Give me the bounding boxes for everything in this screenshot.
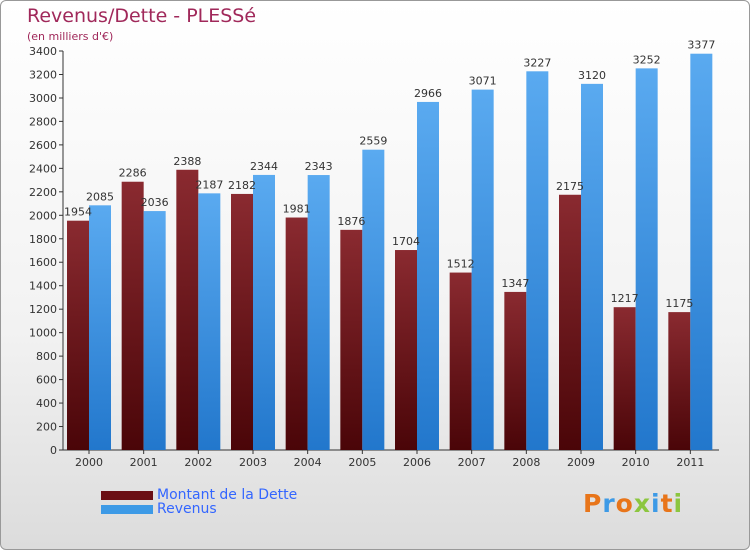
x-tick-label: 2007 [458, 456, 486, 469]
y-tick-label: 1000 [29, 327, 57, 340]
logo-letter: r [602, 489, 616, 518]
data-label-revenus: 2343 [305, 160, 333, 173]
legend-swatch-dette [101, 490, 153, 500]
bar-revenus [253, 174, 275, 450]
data-label-dette: 1217 [611, 292, 639, 305]
x-tick-label: 2006 [403, 456, 431, 469]
bar-revenus [690, 53, 713, 450]
legend-label-revenus: Revenus [157, 501, 217, 517]
data-label-dette: 2388 [173, 155, 201, 168]
x-tick-label: 2000 [75, 456, 103, 469]
bar-dette [668, 312, 691, 450]
x-tick-label: 2005 [348, 456, 376, 469]
y-tick-label: 1600 [29, 256, 57, 269]
logo-letter: P [583, 489, 603, 518]
x-tick-label: 2008 [512, 456, 540, 469]
bar-dette [340, 229, 363, 450]
y-tick-label: 3000 [29, 92, 57, 105]
logo-letter: i [651, 489, 661, 518]
data-label-dette: 1954 [64, 206, 92, 219]
data-label-revenus: 3071 [469, 75, 497, 88]
data-label-revenus: 2036 [141, 196, 169, 209]
data-label-dette: 2286 [119, 167, 147, 180]
y-tick-label: 800 [36, 350, 57, 363]
bar-revenus [198, 193, 221, 450]
logo-letter: t [660, 489, 674, 518]
data-label-revenus: 2344 [250, 160, 278, 173]
bar-dette [231, 193, 253, 450]
bar-revenus [635, 68, 658, 451]
y-tick-label: 3400 [29, 45, 57, 58]
x-tick-label: 2011 [676, 456, 704, 469]
data-label-dette: 1512 [447, 258, 475, 271]
bar-revenus [417, 101, 439, 450]
data-label-revenus: 3377 [687, 39, 715, 52]
y-tick-label: 1400 [29, 280, 57, 293]
x-tick-label: 2004 [294, 456, 322, 469]
data-label-dette: 1876 [337, 215, 365, 228]
data-label-revenus: 2559 [359, 135, 387, 148]
y-tick-label: 600 [36, 374, 57, 387]
data-label-dette: 1347 [501, 277, 529, 290]
data-label-revenus: 3252 [633, 53, 661, 66]
bar-revenus [307, 175, 330, 450]
x-tick-label: 2001 [130, 456, 158, 469]
y-tick-label: 200 [36, 421, 57, 434]
data-label-dette: 2175 [556, 180, 584, 193]
data-label-revenus: 2966 [414, 87, 442, 100]
y-tick-label: 2200 [29, 186, 57, 199]
y-tick-label: 3200 [29, 68, 57, 81]
logo-letter: o [615, 489, 634, 518]
legend-swatch-revenus [101, 504, 153, 514]
bar-dette [285, 217, 308, 450]
legend-item-dette: Montant de la Dette [101, 487, 297, 503]
bar-dette [613, 307, 636, 450]
chart-subtitle: (en milliers d'€) [27, 30, 114, 43]
y-tick-label: 1800 [29, 233, 57, 246]
chart-title: Revenus/Dette - PLESSé [27, 5, 257, 27]
y-tick-label: 1200 [29, 303, 57, 316]
x-tick-label: 2003 [239, 456, 267, 469]
legend-label-dette: Montant de la Dette [157, 487, 298, 503]
data-label-dette: 1981 [283, 203, 311, 216]
data-label-revenus: 3227 [523, 56, 551, 69]
bar-dette [559, 194, 581, 450]
y-tick-label: 2000 [29, 209, 57, 222]
data-label-dette: 1704 [392, 235, 420, 248]
bar-revenus [89, 205, 111, 450]
data-label-revenus: 3120 [578, 69, 606, 82]
y-tick-label: 2400 [29, 162, 57, 175]
data-label-dette: 1175 [665, 297, 693, 310]
bar-revenus [581, 83, 603, 450]
logo-letter: i [673, 489, 684, 518]
logo-letter: x [633, 489, 651, 518]
bar-revenus [526, 71, 549, 450]
bar-dette [449, 272, 472, 450]
legend-item-revenus: Revenus [101, 501, 217, 517]
proxiti-logo: Proxiti [583, 489, 683, 518]
y-tick-label: 2800 [29, 115, 57, 128]
bar-revenus [143, 211, 166, 450]
x-tick-label: 2010 [622, 456, 650, 469]
y-tick-label: 2600 [29, 139, 57, 152]
y-tick-label: 400 [36, 397, 57, 410]
data-label-revenus: 2085 [86, 190, 114, 203]
x-tick-label: 2002 [184, 456, 212, 469]
x-tick-label: 2009 [567, 456, 595, 469]
bar-revenus [471, 89, 494, 450]
bar-dette [504, 291, 527, 450]
y-tick-label: 0 [50, 444, 57, 457]
bar-dette [395, 250, 417, 450]
bar-dette [121, 181, 144, 450]
data-label-revenus: 2187 [195, 178, 223, 191]
bar-dette [67, 220, 89, 450]
data-label-dette: 2182 [228, 179, 256, 192]
bar-revenus [362, 149, 385, 450]
bar-dette [176, 169, 199, 450]
